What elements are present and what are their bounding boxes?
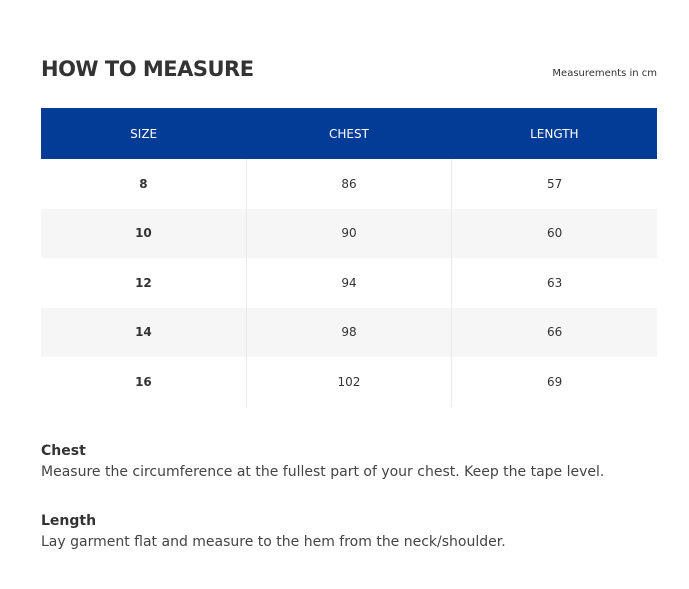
- chest-cell: 102: [245, 357, 452, 407]
- size-cell: 14: [41, 307, 247, 357]
- chest-cell: 86: [245, 159, 452, 209]
- size-cell: 10: [41, 208, 247, 258]
- guide-heading: Chest: [41, 443, 86, 459]
- length-cell: 57: [451, 159, 657, 209]
- table-row: 10 90 60: [41, 208, 657, 258]
- size-cell: 12: [135, 275, 152, 290]
- size-chart-table: SIZE CHEST LENGTH 8 86 57 10 90 60 12 94 63 14 98 6…: [41, 108, 657, 407]
- table-row: 12 94 63: [41, 258, 657, 308]
- header-length: LENGTH: [451, 108, 657, 159]
- page-title: HOW TO MEASURE: [41, 57, 254, 81]
- unit-note: Measurements in cm: [552, 68, 657, 79]
- guide-text: Measure the circumference at the fullest…: [41, 464, 605, 480]
- header-chest: CHEST: [246, 108, 452, 159]
- length-cell: 63: [451, 258, 657, 308]
- table-header-row: SIZE CHEST LENGTH: [41, 108, 657, 159]
- length-cell: 69: [451, 357, 657, 407]
- length-cell: 60: [451, 208, 657, 258]
- table-row: 14 98 66: [41, 307, 657, 357]
- length-cell: 66: [451, 307, 657, 357]
- guide-length: Length Lay garment flat and measure to t…: [41, 513, 506, 550]
- size-cell: 16: [135, 374, 152, 389]
- table-row: 16 102 69: [41, 357, 657, 407]
- chest-cell: 94: [245, 258, 452, 308]
- guide-heading: Length: [41, 513, 97, 529]
- header-size: SIZE: [41, 108, 247, 159]
- table-row: 8 86 57: [41, 159, 657, 209]
- guide-chest: Chest Measure the circumference at the f…: [41, 443, 604, 480]
- guide-text: Lay garment flat and measure to the hem …: [41, 534, 506, 550]
- chest-cell: 90: [245, 208, 452, 258]
- chest-cell: 98: [245, 307, 452, 357]
- size-cell: 8: [139, 176, 148, 191]
